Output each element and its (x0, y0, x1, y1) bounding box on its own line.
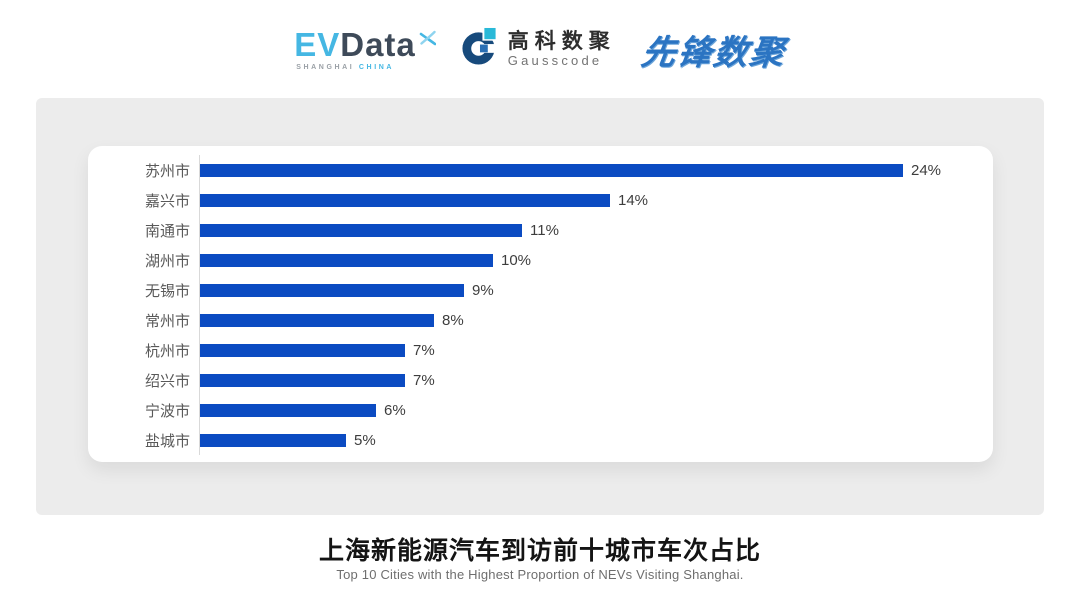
value-label: 10% (501, 251, 532, 269)
chart-row: 嘉兴市 14% (88, 185, 993, 215)
category-label: 苏州市 (144, 162, 190, 180)
chart-row: 南通市 11% (88, 215, 993, 245)
chart-panel: 苏州市 24% 嘉兴市 14% 南通市 11% 湖州市 10% 无锡市 9% 常州市 8% 杭州市 7% 绍… (36, 98, 1044, 515)
chart-row: 常州市 8% (88, 305, 993, 335)
value-label: 24% (911, 161, 942, 179)
bar-track: 7% (199, 335, 993, 365)
value-label: 14% (618, 191, 649, 209)
bar (200, 163, 903, 177)
evdata-logo: EVData SHANGHAI CHINA (294, 25, 437, 71)
bar-track: 8% (199, 305, 993, 335)
category-label: 无锡市 (144, 282, 190, 300)
bar (200, 403, 376, 417)
category-label: 宁波市 (144, 402, 190, 420)
value-label: 6% (384, 401, 406, 419)
category-label: 杭州市 (144, 342, 190, 360)
evdata-ev-text: EV (294, 25, 341, 63)
chart-row: 宁波市 6% (88, 395, 993, 425)
category-label: 湖州市 (144, 252, 190, 270)
x-spark-icon (419, 19, 437, 52)
chart-card: 苏州市 24% 嘉兴市 14% 南通市 11% 湖州市 10% 无锡市 9% 常州市 8% 杭州市 7% 绍… (88, 146, 993, 462)
chart-row: 盐城市 5% (88, 425, 993, 455)
bar (200, 433, 346, 447)
bar-track: 9% (199, 275, 993, 305)
value-label: 5% (354, 431, 376, 449)
value-label: 8% (442, 311, 464, 329)
category-label: 常州市 (144, 312, 190, 330)
bar (200, 283, 464, 297)
bar (200, 343, 405, 357)
gausscode-wordmark: 高科数聚 Gausscode (508, 30, 616, 69)
category-label: 盐城市 (144, 432, 190, 450)
evdata-wordmark: EVData (294, 25, 437, 63)
evdata-subtext: SHANGHAI CHINA (294, 64, 434, 71)
value-label: 7% (413, 341, 435, 359)
gausscode-en-text: Gausscode (507, 52, 603, 68)
bar-track: 24% (199, 155, 993, 185)
bar-track: 14% (199, 185, 993, 215)
chart-subtitle: Top 10 Cities with the Highest Proportio… (336, 567, 744, 582)
value-label: 9% (472, 281, 494, 299)
bar (200, 253, 493, 267)
bar-track: 11% (199, 215, 993, 245)
category-label: 绍兴市 (144, 372, 190, 390)
gausscode-cn-text: 高科数聚 (507, 29, 616, 53)
logo-bar: EVData SHANGHAI CHINA 高 (0, 0, 1080, 98)
value-label: 7% (413, 371, 435, 389)
bar-track: 6% (199, 395, 993, 425)
chart-row: 无锡市 9% (88, 275, 993, 305)
chart-row: 绍兴市 7% (88, 365, 993, 395)
g-ring-icon (460, 27, 499, 71)
category-label: 嘉兴市 (144, 192, 190, 210)
bar (200, 193, 610, 207)
chart-title: 上海新能源汽车到访前十城市车次占比 (318, 537, 761, 565)
value-label: 11% (530, 221, 559, 239)
evdata-data-text: Data (340, 25, 416, 63)
category-label: 南通市 (144, 222, 190, 240)
evdata-china-text: CHINA (358, 63, 395, 71)
bar-track: 5% (199, 425, 993, 455)
gausscode-logo: 高科数聚 Gausscode (460, 27, 616, 71)
evdata-shanghai-text: SHANGHAI (296, 63, 355, 71)
bar (200, 223, 522, 237)
bar-track: 7% (199, 365, 993, 395)
xianfeng-logo: 先锋数聚 (638, 33, 788, 72)
bar-track: 10% (199, 245, 993, 275)
bar (200, 373, 405, 387)
chart-row: 湖州市 10% (88, 245, 993, 275)
bar-chart: 苏州市 24% 嘉兴市 14% 南通市 11% 湖州市 10% 无锡市 9% 常州市 8% 杭州市 7% 绍… (88, 155, 993, 455)
bar (200, 313, 434, 327)
chart-row: 苏州市 24% (88, 155, 993, 185)
chart-row: 杭州市 7% (88, 335, 993, 365)
